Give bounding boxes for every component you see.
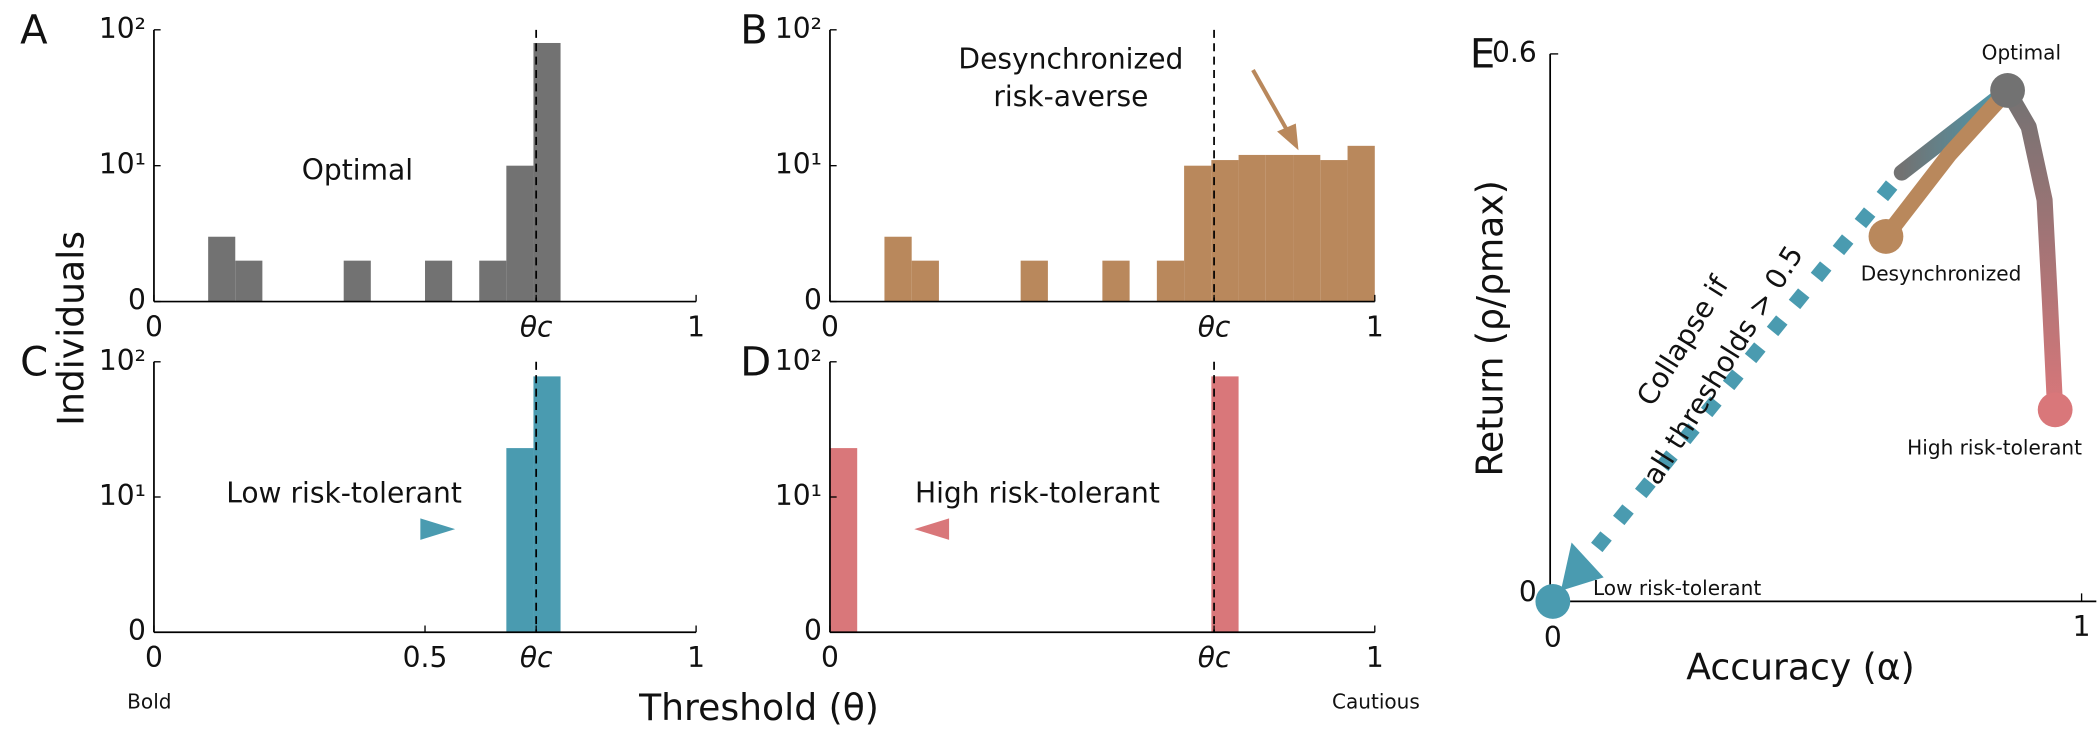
- y-axis-label: Return (ρ/ρmax): [1469, 180, 1512, 476]
- y-tick-label: 0: [128, 614, 146, 647]
- bar: [1211, 376, 1239, 633]
- y-axis-label: Individuals: [50, 231, 93, 426]
- point-label: High risk-tolerant: [1907, 435, 2082, 459]
- x-tick-label: θc: [1198, 310, 1231, 343]
- x-axis-label: Accuracy (α): [1686, 646, 1914, 689]
- bar: [1347, 145, 1375, 302]
- x-tick-label: θc: [520, 310, 553, 343]
- x-tick-label: 1: [1366, 310, 1384, 343]
- point-label: Low risk-tolerant: [1593, 576, 1761, 600]
- bar: [1156, 260, 1185, 302]
- x-axis-label: Threshold (θ): [638, 686, 879, 729]
- y-tick-label: 10¹: [775, 479, 822, 512]
- bar: [1184, 165, 1212, 302]
- y-tick-label: 0: [804, 284, 822, 317]
- point-label: Optimal: [1982, 40, 2061, 64]
- arrow: [1251, 68, 1290, 133]
- annotation: Desynchronized: [958, 43, 1183, 76]
- panel-letter: E: [1470, 32, 1495, 78]
- x-tick-label: 0: [145, 310, 163, 343]
- x-tick-label: 0.5: [403, 641, 448, 674]
- annotation: risk-averse: [993, 80, 1148, 113]
- bar: [343, 260, 371, 302]
- point-label: Desynchronized: [1861, 261, 2022, 285]
- x-tick-label: θc: [520, 641, 553, 674]
- y-tick-label: 10²: [775, 344, 822, 377]
- bar: [1293, 154, 1321, 302]
- left-note: Bold: [127, 690, 171, 714]
- bar: [1020, 260, 1048, 302]
- point: [1535, 584, 1571, 619]
- y-tick-label: 10²: [99, 344, 146, 377]
- x-tick-label: 0: [1544, 621, 1562, 654]
- y-tick-label: 0: [128, 284, 146, 317]
- point: [2037, 392, 2073, 428]
- bar: [1265, 154, 1294, 302]
- y-tick-label: 10²: [99, 12, 146, 45]
- y-tick-label: 0: [1519, 575, 1537, 608]
- arrowhead: [914, 518, 950, 540]
- arrowhead: [1277, 123, 1299, 151]
- bar: [829, 448, 858, 633]
- x-tick-label: 1: [1366, 641, 1384, 674]
- trajectory: [1547, 167, 1908, 607]
- y-tick-label: 10²: [775, 12, 822, 45]
- arrowhead: [420, 518, 456, 540]
- bar: [208, 236, 236, 302]
- y-tick-label: 0: [804, 614, 822, 647]
- bar: [506, 165, 534, 302]
- bar: [479, 260, 507, 302]
- x-tick-label: θc: [1198, 641, 1231, 674]
- y-tick-label: 10¹: [99, 479, 146, 512]
- panel-letter: C: [20, 339, 48, 385]
- y-tick-label: 0.6: [1492, 36, 1537, 69]
- annotation: High risk-tolerant: [915, 476, 1160, 509]
- x-tick-label: 1: [687, 310, 705, 343]
- trajectory: [1999, 82, 2064, 418]
- x-tick-label: 0: [145, 641, 163, 674]
- panel-letter: A: [20, 7, 48, 53]
- x-tick-label: 0: [821, 310, 839, 343]
- bar: [884, 236, 912, 302]
- bar: [235, 260, 263, 302]
- bar: [1102, 260, 1130, 302]
- trajectory: [1877, 82, 2016, 245]
- bar: [425, 260, 453, 302]
- point: [1990, 73, 2025, 108]
- x-tick-label: 0: [821, 641, 839, 674]
- annotation: Optimal: [302, 154, 413, 187]
- bar: [1211, 160, 1239, 302]
- bar: [1238, 154, 1266, 302]
- bar: [533, 376, 561, 633]
- panel-letter: B: [740, 7, 768, 53]
- panel-letter: D: [740, 339, 771, 385]
- point: [1868, 219, 1904, 254]
- bar: [911, 260, 939, 302]
- right-note: Cautious: [1332, 690, 1420, 714]
- annotation: Low risk-tolerant: [226, 476, 462, 509]
- x-tick-label: 1: [2073, 610, 2091, 643]
- bar: [1320, 160, 1348, 302]
- bar: [506, 448, 534, 633]
- y-tick-label: 10¹: [775, 148, 822, 181]
- x-tick-label: 1: [687, 641, 705, 674]
- y-tick-label: 10¹: [99, 148, 146, 181]
- arrowhead: [1560, 542, 1604, 591]
- bar: [533, 42, 561, 302]
